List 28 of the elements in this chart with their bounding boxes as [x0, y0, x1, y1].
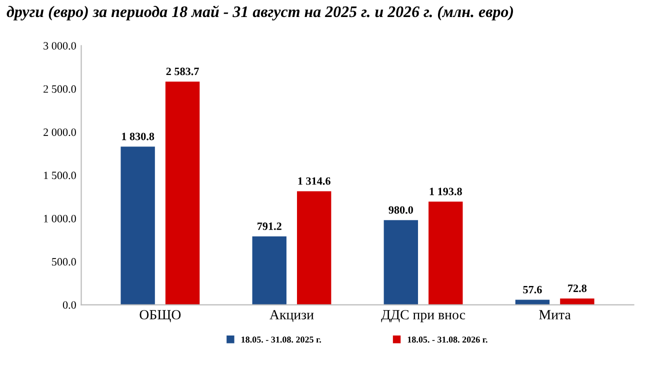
chart-title: други (евро) за периода 18 май - 31 август на 2025 г. и 2026 г. (млн. евро)	[6, 5, 513, 20]
x-tick-label: Акцизи	[270, 310, 314, 322]
data-label: 1 193.8	[430, 188, 462, 196]
y-tick-label: 0.0	[62, 301, 76, 309]
legend-label: 18.05. - 31.08. 2025 г.	[242, 336, 321, 343]
bar	[120, 146, 155, 305]
data-label: 2 583.7	[166, 68, 199, 76]
x-tick-label: ДДС при внос	[381, 310, 466, 322]
data-label: 791.2	[258, 222, 282, 230]
y-tick-label: 3 000.0	[44, 42, 76, 50]
bar	[165, 82, 200, 305]
x-tick-label: ОБЩО	[140, 310, 181, 322]
y-tick-label: 2 500.0	[44, 85, 76, 93]
y-tick-label: 500.0	[52, 258, 76, 266]
data-label: 980.0	[388, 206, 413, 214]
data-label: 1 314.6	[298, 177, 330, 185]
data-label: 1 830.8	[122, 132, 154, 140]
legend-label: 18.05. - 31.08. 2026 г.	[408, 336, 488, 343]
bar	[384, 220, 418, 305]
y-tick-label: 1 500.0	[44, 172, 76, 180]
bar	[252, 236, 286, 305]
data-label: 57.6	[523, 286, 542, 294]
x-tick-label: Мита	[539, 310, 571, 320]
y-tick-label: 1 000.0	[44, 214, 76, 222]
data-label: 72.8	[568, 284, 587, 292]
y-tick-label: 2 000.0	[44, 128, 76, 136]
bar	[296, 191, 332, 305]
bar	[428, 202, 463, 305]
